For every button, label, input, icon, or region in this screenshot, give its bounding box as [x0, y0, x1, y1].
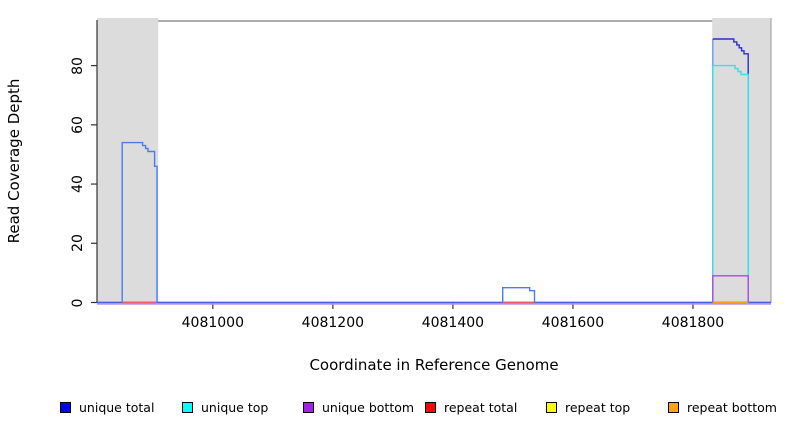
legend-swatch-icon	[182, 401, 193, 413]
x-tick-label: 4081800	[661, 315, 725, 331]
y-axis-title: Read Coverage Depth	[5, 78, 23, 244]
legend-label: unique total	[79, 399, 155, 415]
legend-label: repeat total	[444, 399, 518, 415]
series-unique-bottom	[712, 275, 749, 303]
legend-label: repeat top	[565, 399, 631, 415]
x-tick-label: 4081000	[181, 315, 245, 331]
legend-swatch-icon	[60, 401, 71, 413]
series-unique-total	[502, 287, 536, 303]
series-unique-total	[712, 38, 749, 81]
legend-swatch-icon	[303, 401, 314, 413]
legend-swatch-icon	[546, 401, 557, 413]
legend-label: repeat bottom	[687, 399, 777, 415]
series-unique-top	[712, 64, 749, 303]
y-tick-label: 40	[70, 175, 86, 193]
repeat-region-right	[712, 18, 771, 303]
legend-label: unique top	[201, 399, 269, 415]
legend-item-repeat-bottom: repeat bottom	[668, 399, 777, 415]
y-tick-label: 0	[70, 298, 86, 307]
series-unique-total	[121, 141, 158, 303]
x-tick-label: 4081600	[541, 315, 605, 331]
y-tick-label: 60	[70, 115, 86, 134]
legend-item-repeat-top: repeat top	[546, 399, 630, 415]
legend-item-repeat-total: repeat total	[425, 399, 517, 415]
y-tick-label: 80	[70, 56, 86, 75]
legend-swatch-icon	[668, 401, 679, 413]
legend-swatch-icon	[425, 401, 436, 413]
x-tick-label: 4081200	[301, 315, 365, 331]
y-tick-label: 20	[70, 234, 86, 253]
x-axis-title: Coordinate in Reference Genome	[309, 356, 559, 374]
x-tick-label: 4081400	[421, 315, 485, 331]
repeat-region-left	[97, 18, 159, 303]
legend-label: unique bottom	[322, 399, 415, 415]
legend-item-unique-bottom: unique bottom	[303, 399, 414, 415]
legend-item-unique-total: unique total	[60, 399, 154, 415]
legend-item-unique-top: unique top	[182, 399, 268, 415]
